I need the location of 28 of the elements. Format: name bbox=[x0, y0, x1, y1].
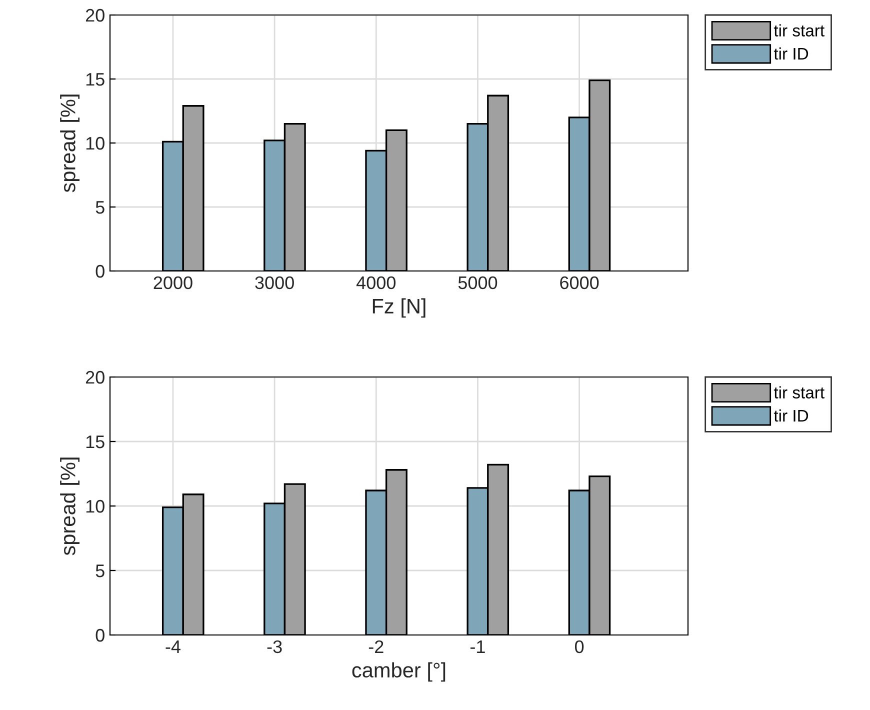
y-tick-label: 0 bbox=[96, 264, 104, 278]
y-tick-label: 15 bbox=[86, 436, 104, 448]
legend-label: tir start bbox=[774, 24, 824, 36]
y-tick-label: 5 bbox=[96, 564, 104, 578]
x-tick-label: 3000 bbox=[255, 276, 294, 290]
x-axis-title: camber [°] bbox=[352, 662, 446, 682]
legend-label: tir ID bbox=[774, 47, 808, 60]
legend-label: tir start bbox=[774, 386, 824, 398]
x-tick-label: 5000 bbox=[458, 276, 498, 290]
legend-label: tir ID bbox=[774, 409, 808, 422]
y-tick-label: 5 bbox=[96, 201, 104, 214]
y-tick-label: 20 bbox=[86, 8, 104, 22]
x-tick-label: 0 bbox=[574, 640, 584, 654]
y-tick-label: 10 bbox=[86, 500, 104, 513]
y-tick-label: 15 bbox=[86, 73, 104, 86]
y-axis-title: spread [%] bbox=[60, 458, 80, 556]
x-tick-label: -3 bbox=[267, 640, 282, 654]
y-tick-label: 10 bbox=[86, 136, 104, 150]
y-axis-title: spread [%] bbox=[60, 94, 80, 192]
x-tick-label: -1 bbox=[470, 640, 485, 653]
x-axis-title: Fz [N] bbox=[372, 298, 426, 318]
x-tick-label: 4000 bbox=[356, 276, 396, 290]
x-tick-label: -4 bbox=[166, 640, 180, 653]
x-tick-label: -2 bbox=[368, 640, 384, 653]
y-tick-label: 20 bbox=[86, 370, 104, 384]
x-tick-label: 6000 bbox=[560, 276, 599, 290]
x-tick-label: 2000 bbox=[154, 276, 192, 290]
y-tick-label: 0 bbox=[96, 628, 104, 642]
